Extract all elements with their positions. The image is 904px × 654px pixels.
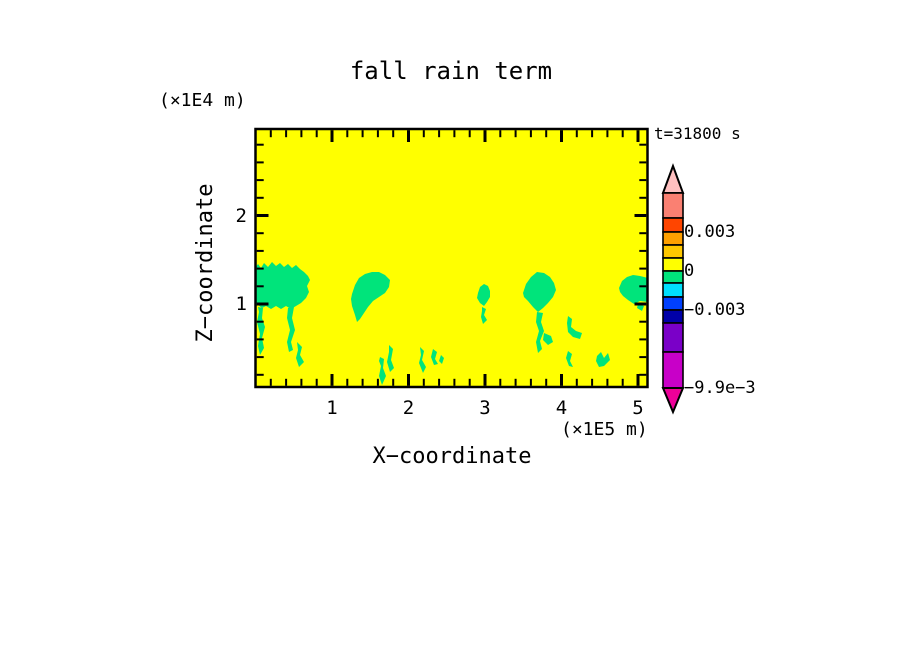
y-axis-unit-label: (×1E4 m) [159,90,246,111]
green-blob-region [255,262,310,309]
colorbar-tick-label: 0.003 [684,222,736,242]
green-blob-region [523,272,556,312]
green-blob-region [379,357,386,385]
green-blob-region [543,333,553,345]
z-tick-label: 1 [235,293,247,315]
colorbar-tick-label: −9.9e−3 [684,378,756,398]
colorbar-segment [662,282,684,298]
green-blob-region [431,349,438,365]
green-blob-region [387,345,394,372]
plot-border [254,127,649,389]
colorbar-segment [662,231,684,246]
green-blob-region [637,304,644,311]
green-blob-region [536,312,544,353]
colorbar-segment [662,192,684,219]
colorbar-segment [662,351,684,389]
colorbar-bottom-arrow [661,387,685,415]
green-blob-region [419,347,426,373]
green-blob-region [257,307,265,355]
x-tick-label: 5 [632,397,644,419]
colorbar-segment [662,270,684,284]
green-blob-region [567,316,582,339]
x-axis-title: X−coordinate [372,444,532,469]
colorbar-segment [662,309,684,324]
colorbar-segment [662,296,684,311]
x-tick-label: 2 [402,397,415,419]
colorbar-tick-label: −0.003 [684,300,746,320]
x-tick-label: 4 [555,397,568,419]
green-blob-region [287,307,295,352]
field-background [255,129,648,387]
green-blob-region [619,275,648,304]
colorbar-segment [662,322,684,353]
x-tick-label: 3 [479,397,491,419]
colorbar-tick-label: 0 [684,261,695,281]
colorbar-segment [662,244,684,259]
x-tick-label: 1 [326,397,338,419]
green-blob-region [481,307,487,324]
x-axis-unit-label: (×1E5 m) [561,419,648,440]
green-blob-region [566,351,573,367]
colorbar-segment [662,257,684,272]
green-blob-region [351,272,390,322]
green-blob-region [296,342,304,367]
chart-title: fall rain term [349,57,553,85]
colorbar-segment [662,217,684,233]
green-blob-region [596,352,610,367]
colorbar-top-arrow [661,163,685,194]
y-axis-title: Z−coordinate [193,183,218,343]
green-blob-region [477,284,490,306]
green-blob-region [439,355,444,364]
time-stamp-label: t=31800 s [654,124,741,143]
z-tick-label: 2 [235,204,247,227]
